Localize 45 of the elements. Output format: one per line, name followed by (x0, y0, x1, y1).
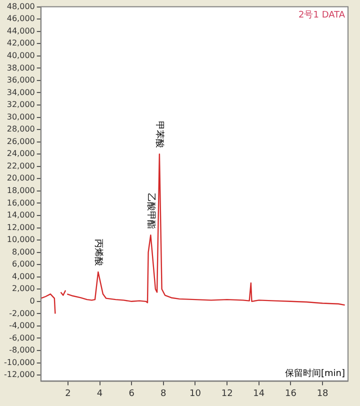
y-tick-label: 48,000 (6, 2, 35, 11)
x-tick-label: 2 (65, 388, 71, 399)
x-tick-label: 8 (160, 388, 167, 399)
y-tick-label: 2,000 (12, 284, 35, 294)
x-tick-label: 12 (221, 388, 233, 399)
y-tick-label: 24,000 (6, 149, 35, 158)
annotation: 甲苯酸 (154, 121, 166, 148)
x-tick-label: 10 (190, 388, 202, 399)
y-tick-label: 46,000 (6, 14, 35, 24)
y-tick-label: 20,000 (6, 174, 35, 183)
y-tick-label: 12,000 (6, 222, 35, 232)
y-tick-label: 4,000 (12, 272, 35, 281)
annotation: 2号1 DATA (298, 10, 346, 21)
y-tick-label: -10,000 (4, 358, 35, 367)
x-tick-label: 18 (316, 388, 329, 399)
y-tick-label: 16,000 (6, 198, 35, 208)
y-tick-label: 32,000 (6, 100, 35, 110)
y-tick-label: 34,000 (6, 88, 35, 97)
x-axis-title: 保留时间[min] (285, 368, 345, 380)
y-tick-label: 42,000 (6, 38, 35, 48)
y-tick-label: 0 (30, 296, 35, 306)
y-tick-label: -2,000 (9, 308, 35, 318)
annotation: 乙酸甲酯 (145, 193, 156, 230)
y-tick-label: 38,000 (6, 63, 35, 72)
y-tick-label: 22,000 (6, 161, 35, 170)
y-tick-label: 36,000 (6, 76, 35, 85)
y-tick-label: -4,000 (9, 321, 35, 330)
y-tick-label: -6,000 (9, 333, 35, 342)
y-tick-label: 14,000 (6, 210, 35, 220)
x-tick-label: 4 (96, 388, 103, 399)
y-tick-label: -12,000 (4, 370, 35, 380)
y-tick-label: 10,000 (6, 235, 35, 244)
y-tick-label: 26,000 (6, 136, 35, 146)
y-tick-label: 18,000 (6, 186, 35, 196)
y-tick-label: 6,000 (12, 260, 35, 269)
y-tick-label: -8,000 (9, 346, 35, 355)
y-tick-label: 40,000 (6, 50, 35, 60)
y-tick-label: 28,000 (6, 124, 35, 134)
x-tick-label: 14 (253, 388, 265, 399)
x-tick-label: 6 (128, 388, 135, 399)
annotation: 丙烯酸 (92, 238, 104, 266)
y-tick-label: 44,000 (6, 26, 35, 36)
y-tick-label: 30,000 (6, 112, 35, 122)
y-tick-label: 8,000 (12, 247, 35, 256)
x-tick-label: 16 (284, 388, 297, 399)
